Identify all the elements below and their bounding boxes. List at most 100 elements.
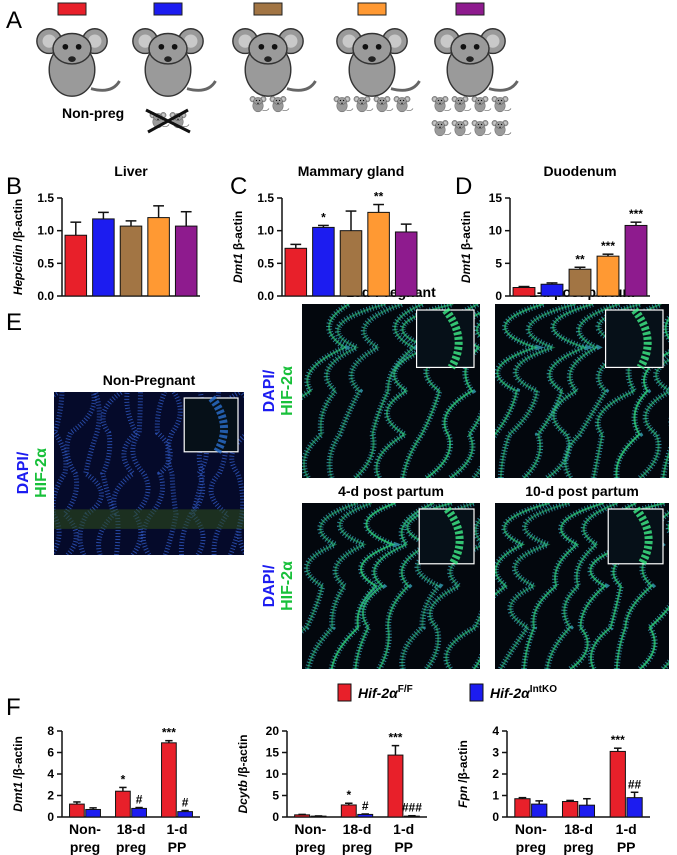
cross-mark [145,108,191,134]
significance-label: # [182,796,189,810]
legend-sup: IntKO [530,684,557,695]
bar [284,247,308,297]
x-tick-label: 18-d [117,821,146,837]
villus [61,392,97,555]
mouse-icon [35,27,121,98]
significance-label: # [362,799,369,813]
y-tick-label: 3 [492,746,499,760]
micrograph [495,304,669,478]
bar [161,742,177,818]
y-axis-label: Fpn/β-actin [456,740,470,808]
x-tick-label: 1-d [393,821,414,837]
inset [607,508,664,565]
bar [512,287,536,297]
significance-label: ## [628,777,642,791]
inset-signal [442,307,463,370]
panel-label: D [455,173,472,200]
bar [624,224,648,297]
villus-signal [302,304,350,398]
y-label-gene: Fpn [456,786,470,808]
inset-signal [631,307,652,370]
inset-signal [632,506,653,566]
villus [162,392,183,555]
legend-label: Hif-2αIntKO [490,684,557,701]
villus-signal [306,503,373,669]
legend-name: Hif-2α [358,685,399,701]
y-tick-label: 0 [272,810,279,824]
y-tick-label: 10 [266,767,280,781]
y-tick-label: 2 [47,789,54,803]
bar [85,808,101,818]
villus-signal [330,503,396,669]
villus-signal [425,518,480,669]
bar [115,790,131,818]
villus-signal [354,304,424,478]
significance-label: * [346,788,351,802]
y-tick-label: 10 [489,224,503,238]
legend-sup: F/F [398,684,413,695]
y-tick-label: 4 [492,724,499,738]
bar [147,217,170,297]
bar [387,754,404,818]
pup-icon [250,96,269,112]
villus [305,503,373,669]
inset [415,309,475,369]
image-title: 10-d post partum [525,483,639,499]
stain-label: HIF-2α [33,448,50,498]
villus-signal [303,304,387,478]
tissue-band [54,509,244,529]
pup-icon [432,120,451,136]
y-label-rest: β-actin [459,211,473,250]
group-color-box [455,2,485,16]
pup-icon [452,96,471,112]
stain-label: HIF-2α [279,561,296,611]
pup-icon [452,120,471,136]
significance-label: *** [611,733,625,747]
y-tick-label: 0 [47,810,54,824]
villus [302,304,387,478]
bar [626,797,643,818]
legend-label: Hif-2αF/F [358,684,413,701]
micrograph [302,503,480,669]
significance-label: ** [374,190,384,204]
legend-name: Hif-2α [490,685,531,701]
x-tick-label: Non- [294,821,326,837]
group-color-box [153,2,183,16]
x-tick-label: preg [116,839,146,855]
villus-signal [499,304,577,478]
micrograph [495,503,669,669]
villus [443,609,480,669]
legend-swatch [469,683,484,702]
mouse-icon [335,27,421,98]
stain-label: DAPI/ [15,451,32,494]
y-tick-label: 8 [47,724,54,738]
x-tick-label: PP [617,839,636,855]
y-tick-label: 1.0 [257,224,274,238]
x-tick-label: preg [516,839,546,855]
y-label-rest: β-actin [231,211,245,250]
stain-label: DAPI/ [261,369,278,412]
y-tick-label: 15 [266,746,280,760]
x-tick-label: Non- [69,821,101,837]
bar [357,813,374,818]
bar [514,798,531,818]
villus-signal [523,503,605,669]
bar [568,268,592,297]
bar [394,231,418,297]
legend-swatch [337,683,352,702]
y-tick-label: 15 [489,191,503,205]
inset [604,309,664,369]
group-color-box [357,2,387,16]
pup-icon [472,120,491,136]
x-tick-label: PP [394,839,413,855]
pup-icon [432,96,451,112]
x-tick-label: 18-d [343,821,372,837]
significance-label: * [321,210,326,224]
group-color-box [57,2,87,16]
villus-signal [495,503,550,597]
villus-signal [378,503,452,669]
bar [531,803,548,818]
bar [312,226,335,297]
y-tick-label: 0.0 [257,289,274,303]
